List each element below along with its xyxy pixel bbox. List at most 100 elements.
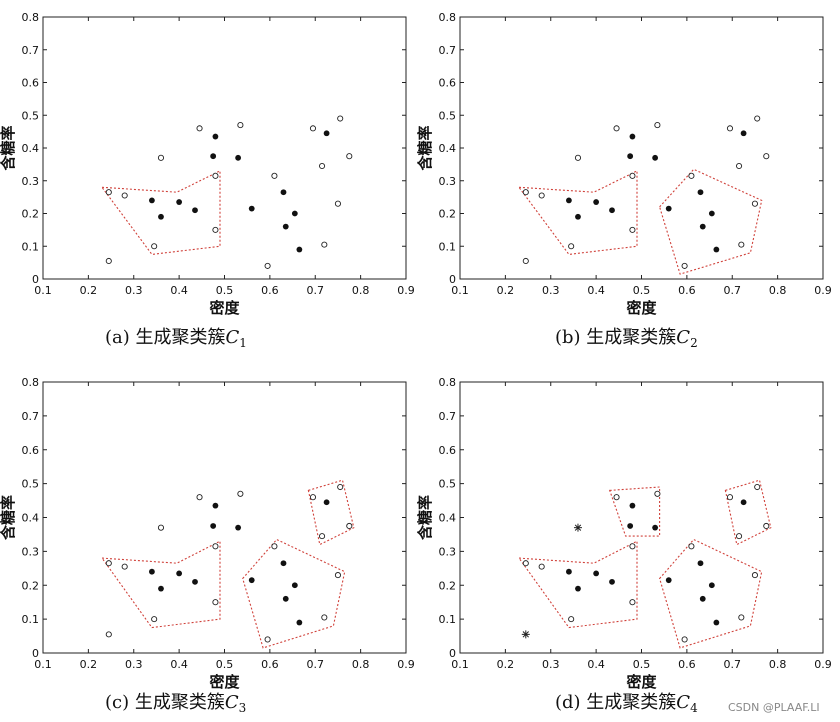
filled-point xyxy=(248,205,255,212)
open-point xyxy=(309,125,317,132)
y-tick-label: 0.6 xyxy=(22,77,40,90)
watermark-container: CSDN @PLAAF.LI xyxy=(728,696,820,715)
x-tick-label: 0.7 xyxy=(307,658,325,671)
open-point xyxy=(751,572,758,579)
cluster-boundary-2 xyxy=(658,168,763,275)
x-tick-label: 0.9 xyxy=(397,658,415,671)
chart-panel-4: 0.1 0.2 0.3 0.4 0.5 0.6 0.7 0.8 0.900.10.20.30.4… xyxy=(416,376,832,715)
x-tick-label: 0.3 xyxy=(542,658,560,671)
open-point xyxy=(105,257,112,265)
x-tick-label: 0.7 xyxy=(307,284,325,297)
x-tick-label: 0.8 xyxy=(769,658,787,671)
filled-point xyxy=(149,197,155,204)
y-tick-label: 0.2 xyxy=(439,579,457,592)
open-point xyxy=(574,154,582,161)
caption-prefix: (d) 生成聚类簇 xyxy=(555,692,676,713)
x-tick-label: 0.3 xyxy=(542,284,560,297)
y-tick-label: 0.4 xyxy=(22,142,40,155)
y-tick-label: 0.2 xyxy=(22,208,40,221)
x-tick-label: 0.8 xyxy=(352,658,370,671)
y-tick-label: 0.1 xyxy=(22,613,40,626)
star-point xyxy=(521,630,530,639)
star-point xyxy=(573,523,582,532)
open-point xyxy=(681,262,688,269)
open-point xyxy=(212,172,219,179)
y-axis-label: 含糖率 xyxy=(416,125,434,170)
open-point xyxy=(538,192,545,199)
x-tick-label: 0.5 xyxy=(633,658,651,671)
open-point xyxy=(319,533,326,540)
caption-variable: C xyxy=(225,692,239,713)
filled-point xyxy=(176,570,183,577)
y-tick-label: 0 xyxy=(32,273,39,286)
filled-point xyxy=(210,153,217,160)
y-tick-label: 0.6 xyxy=(22,444,40,457)
y-tick-label: 0.4 xyxy=(22,512,40,525)
x-axis-label: 密度 xyxy=(209,299,240,317)
x-tick-label: 0.4 xyxy=(170,284,188,297)
filled-point xyxy=(740,130,747,137)
open-point xyxy=(738,241,745,248)
cluster-boundary-1 xyxy=(517,540,638,629)
x-tick-label: 0.3 xyxy=(125,658,143,671)
open-point xyxy=(334,200,341,207)
caption: (a) 生成聚类簇C1 xyxy=(105,327,247,350)
x-tick-label: 0.2 xyxy=(497,658,515,671)
caption-variable: C xyxy=(226,327,240,348)
filled-point xyxy=(323,130,330,137)
open-point xyxy=(754,483,761,491)
open-point xyxy=(264,636,271,643)
cluster-boundary-1 xyxy=(100,170,221,255)
y-tick-label: 0.5 xyxy=(22,109,40,122)
cluster-boundary-1 xyxy=(100,540,221,629)
x-tick-label: 0.1 xyxy=(34,284,52,297)
open-point xyxy=(346,153,353,160)
filled-point xyxy=(158,585,164,592)
caption-prefix: (b) 生成聚类簇 xyxy=(555,327,676,348)
y-tick-label: 0.2 xyxy=(439,208,457,221)
open-point xyxy=(212,226,219,233)
open-point xyxy=(346,522,353,530)
y-tick-label: 0 xyxy=(449,273,456,286)
cluster-boundary-2 xyxy=(242,538,346,649)
filled-point xyxy=(652,154,659,161)
open-point xyxy=(105,189,112,196)
x-tick-label: 0.9 xyxy=(397,284,415,297)
y-tick-label: 0.7 xyxy=(439,410,457,423)
open-point xyxy=(334,572,341,579)
open-point xyxy=(319,162,326,170)
caption-subscript: 4 xyxy=(690,701,698,715)
open-point xyxy=(264,262,271,269)
open-point xyxy=(105,631,112,638)
x-tick-label: 0.6 xyxy=(678,658,696,671)
y-tick-label: 0.1 xyxy=(22,240,40,253)
filled-point xyxy=(627,523,634,529)
open-point xyxy=(726,494,734,501)
open-point xyxy=(157,524,165,531)
filled-point xyxy=(192,207,198,214)
open-point xyxy=(522,257,529,265)
filled-point xyxy=(708,210,715,217)
cluster-boundary-1 xyxy=(517,170,638,255)
x-tick-label: 0.8 xyxy=(769,284,787,297)
y-tick-label: 0.4 xyxy=(439,142,457,155)
filled-point xyxy=(629,502,636,509)
open-point xyxy=(538,563,545,570)
x-axis-label: 密度 xyxy=(626,299,657,317)
x-tick-label: 0.8 xyxy=(352,284,370,297)
x-axis-label: 密度 xyxy=(209,673,240,691)
open-point xyxy=(568,243,575,250)
open-point xyxy=(337,483,344,491)
open-point xyxy=(157,154,165,161)
filled-point xyxy=(609,578,615,585)
y-tick-label: 0.1 xyxy=(439,240,457,253)
caption-subscript: 3 xyxy=(239,701,247,715)
caption-prefix: (c) 生成聚类簇 xyxy=(105,692,225,713)
filled-point xyxy=(248,577,255,584)
open-point xyxy=(629,543,636,550)
y-tick-label: 0.3 xyxy=(22,545,40,558)
x-tick-label: 0.5 xyxy=(216,658,234,671)
y-tick-label: 0.5 xyxy=(22,478,40,491)
x-tick-label: 0.7 xyxy=(724,658,742,671)
open-point xyxy=(121,192,128,199)
